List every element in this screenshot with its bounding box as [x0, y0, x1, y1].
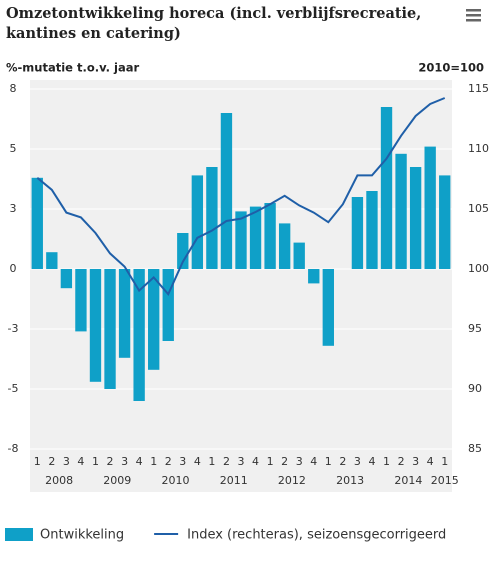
x-tick-label: 3: [238, 455, 245, 468]
y-tick-label: -8: [8, 442, 19, 455]
bar: [206, 167, 218, 269]
x-tick-label: 4: [310, 455, 317, 468]
x-tick-label: 2: [165, 455, 172, 468]
bar: [249, 206, 262, 269]
bar: [293, 242, 305, 269]
y-tick-label: -3: [8, 322, 19, 335]
x-group-label: 2013: [336, 474, 364, 487]
bar: [89, 269, 102, 382]
bar: [133, 269, 145, 401]
x-tick-label: 4: [427, 455, 434, 468]
x-group-label: 2014: [394, 474, 422, 487]
y-tick-label: -5: [8, 382, 19, 395]
x-tick-label: 1: [441, 455, 448, 468]
menu-icon[interactable]: [466, 9, 481, 22]
bar: [308, 269, 320, 284]
legend-swatch: [5, 528, 33, 541]
x-tick-label: 1: [34, 455, 41, 468]
x-tick-label: 2: [398, 455, 405, 468]
y2-tick-label: 110: [468, 142, 489, 155]
x-group-label: 2008: [45, 474, 73, 487]
bar: [409, 167, 422, 269]
x-tick-label: 2: [223, 455, 230, 468]
legend-label: Index (rechteras), seizoensgecorrigeerd: [187, 528, 446, 543]
line: [36, 97, 446, 297]
bar: [191, 175, 204, 269]
bar: [235, 211, 247, 269]
x-group-label: 2012: [278, 474, 306, 487]
y2-tick-label: 95: [468, 322, 482, 335]
bar: [424, 146, 436, 269]
bar: [366, 191, 378, 269]
bar: [264, 203, 276, 269]
x-tick-label: 4: [194, 455, 201, 468]
y2-axis-title: 2010=100: [418, 61, 484, 75]
x-tick-label: 3: [63, 455, 70, 468]
legend-label: Ontwikkeling: [40, 528, 124, 543]
y-tick-label: 3: [10, 202, 17, 215]
y2-tick-label: 100: [468, 262, 489, 275]
x-tick-label: 2: [48, 455, 55, 468]
x-group-label: 2010: [162, 474, 190, 487]
x-tick-label: 2: [107, 455, 114, 468]
x-tick-label: 1: [92, 455, 99, 468]
bar: [75, 269, 87, 332]
y-tick-label: 5: [10, 142, 17, 155]
y2-tick-label: 105: [468, 202, 489, 215]
x-tick-label: 3: [354, 455, 361, 468]
x-tick-label: 3: [296, 455, 303, 468]
x-tick-label: 4: [77, 455, 84, 468]
x-tick-label: 4: [368, 455, 375, 468]
x-tick-label: 2: [339, 455, 346, 468]
bar: [278, 223, 291, 269]
bar: [351, 197, 364, 269]
bar: [60, 269, 73, 289]
y2-tick-label: 115: [468, 82, 489, 95]
bar: [104, 269, 116, 389]
y-axis-title: %-mutatie t.o.v. jaar: [6, 61, 139, 75]
x-tick-label: 1: [208, 455, 215, 468]
bar: [31, 177, 43, 269]
x-tick-label: 4: [136, 455, 143, 468]
x-tick-label: 1: [383, 455, 390, 468]
y2-tick-label: 85: [468, 442, 482, 455]
x-group-label: 2009: [103, 474, 131, 487]
chart-title: Omzetontwikkeling horeca (incl. verblijf…: [6, 5, 422, 42]
bar: [118, 269, 131, 358]
y-tick-label: 0: [10, 262, 17, 275]
x-tick-label: 1: [267, 455, 274, 468]
x-tick-label: 3: [412, 455, 419, 468]
bar: [220, 113, 233, 269]
x-group-label: 2015: [431, 474, 459, 487]
x-tick-label: 1: [325, 455, 332, 468]
x-tick-label: 1: [150, 455, 157, 468]
bar: [395, 153, 407, 269]
y-tick-label: 8: [10, 82, 17, 95]
bar: [148, 269, 160, 370]
bar: [46, 252, 58, 269]
x-tick-label: 3: [121, 455, 128, 468]
bar: [380, 107, 393, 269]
x-tick-label: 2: [281, 455, 288, 468]
bar: [162, 269, 174, 341]
x-group-label: 2011: [220, 474, 248, 487]
y2-tick-label: 90: [468, 382, 482, 395]
x-tick-label: 3: [179, 455, 186, 468]
bar: [439, 175, 451, 269]
bar: [177, 233, 189, 269]
x-tick-label: 4: [252, 455, 259, 468]
bar: [322, 269, 334, 346]
